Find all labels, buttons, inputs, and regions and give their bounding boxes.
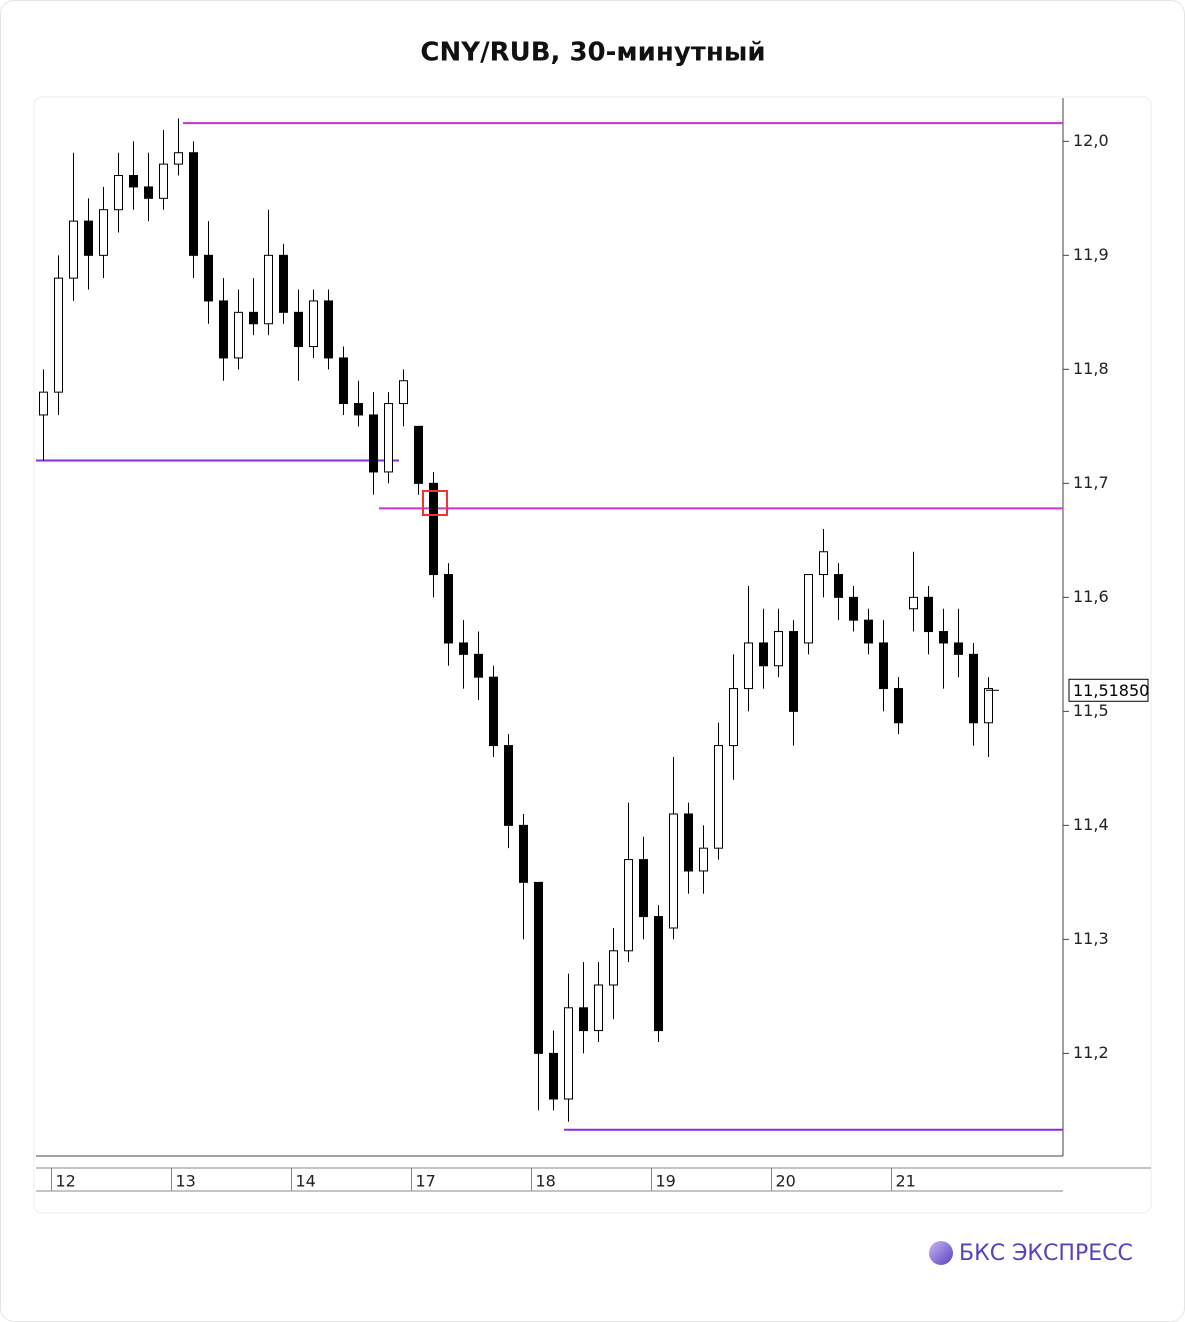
y-tick-label: 11,9 bbox=[1073, 245, 1109, 264]
y-tick-label: 11,5 bbox=[1073, 701, 1109, 720]
candle-body bbox=[684, 813, 693, 872]
brand-logo bbox=[929, 1241, 953, 1265]
candle-body bbox=[54, 277, 63, 393]
candle-body bbox=[504, 745, 513, 826]
candle-body bbox=[279, 254, 288, 313]
candle-body bbox=[339, 357, 348, 405]
candle-body bbox=[249, 311, 258, 325]
candle-body bbox=[624, 859, 633, 952]
y-tick-label: 11,8 bbox=[1073, 359, 1109, 378]
y-tick-label: 11,2 bbox=[1073, 1043, 1109, 1062]
brand: БКС ЭКСПРЕСС bbox=[959, 1241, 1133, 1266]
candle-body bbox=[744, 642, 753, 690]
candle-body bbox=[114, 175, 123, 211]
x-tick-label: 21 bbox=[896, 1172, 916, 1191]
candle-body bbox=[324, 300, 333, 359]
candle-body bbox=[414, 425, 423, 484]
candle-body bbox=[429, 482, 438, 576]
candle-body bbox=[954, 642, 963, 655]
candle-body bbox=[384, 403, 393, 473]
candle-body bbox=[264, 254, 273, 325]
candle-body bbox=[579, 1007, 588, 1032]
candle-body bbox=[519, 824, 528, 883]
candle-body bbox=[864, 619, 873, 644]
candle-body bbox=[909, 596, 918, 610]
candle-body bbox=[444, 574, 453, 644]
candle-body bbox=[729, 688, 738, 747]
candle-body bbox=[84, 220, 93, 256]
candle-body bbox=[939, 631, 948, 644]
candle-body bbox=[159, 163, 168, 199]
x-tick-label: 12 bbox=[56, 1172, 76, 1191]
candle-body bbox=[309, 300, 318, 348]
candle-body bbox=[39, 391, 48, 416]
candle-body bbox=[489, 676, 498, 747]
candle-body bbox=[549, 1052, 558, 1100]
candle-body bbox=[219, 300, 228, 359]
candle-body bbox=[144, 186, 153, 199]
last-price-label: 11,51850 bbox=[1073, 681, 1149, 700]
candle-body bbox=[609, 950, 618, 986]
candle-body bbox=[174, 152, 183, 165]
candle-body bbox=[639, 859, 648, 918]
x-tick-label: 18 bbox=[536, 1172, 556, 1191]
candle-body bbox=[294, 311, 303, 348]
y-tick-label: 11,6 bbox=[1073, 587, 1109, 606]
x-tick-label: 20 bbox=[776, 1172, 796, 1191]
chart-title: CNY/RUB, 30-минутный bbox=[420, 38, 765, 68]
candle-body bbox=[789, 631, 798, 712]
candle-body bbox=[849, 596, 858, 621]
candle-body bbox=[204, 254, 213, 302]
x-tick-label: 17 bbox=[416, 1172, 436, 1191]
candle-body bbox=[399, 380, 408, 405]
candle-body bbox=[234, 311, 243, 359]
y-tick-label: 11,3 bbox=[1073, 929, 1109, 948]
candle-body bbox=[654, 916, 663, 1032]
y-tick-label: 11,7 bbox=[1073, 473, 1109, 492]
candle-body bbox=[459, 642, 468, 655]
candle-body bbox=[669, 813, 678, 929]
candle-body bbox=[714, 745, 723, 849]
candle-body bbox=[759, 642, 768, 667]
candle-body bbox=[804, 574, 813, 644]
candle-body bbox=[819, 551, 828, 576]
candle-body bbox=[564, 1007, 573, 1100]
candle-body bbox=[354, 403, 363, 416]
candle-body bbox=[534, 881, 543, 1054]
signal-box bbox=[422, 490, 448, 516]
candle-body bbox=[924, 596, 933, 633]
candle-body bbox=[879, 642, 888, 690]
y-tick-label: 12,0 bbox=[1073, 131, 1109, 150]
candle-body bbox=[189, 152, 198, 256]
candle-body bbox=[774, 631, 783, 667]
x-tick-label: 13 bbox=[176, 1172, 196, 1191]
candle-body bbox=[594, 984, 603, 1032]
x-tick-label: 14 bbox=[296, 1172, 316, 1191]
candle-body bbox=[834, 574, 843, 598]
candle-body bbox=[699, 847, 708, 872]
candle-body bbox=[474, 653, 483, 678]
candle-body bbox=[69, 220, 78, 279]
candle-body bbox=[984, 688, 993, 724]
y-tick-label: 11,4 bbox=[1073, 815, 1109, 834]
x-tick-label: 19 bbox=[656, 1172, 676, 1191]
candle-body bbox=[369, 414, 378, 473]
last-price-box bbox=[1068, 678, 1149, 702]
candle-body bbox=[969, 653, 978, 724]
panel bbox=[33, 96, 1152, 1214]
candle-body bbox=[894, 688, 903, 724]
candle-body bbox=[129, 175, 138, 188]
candle-body bbox=[99, 209, 108, 256]
